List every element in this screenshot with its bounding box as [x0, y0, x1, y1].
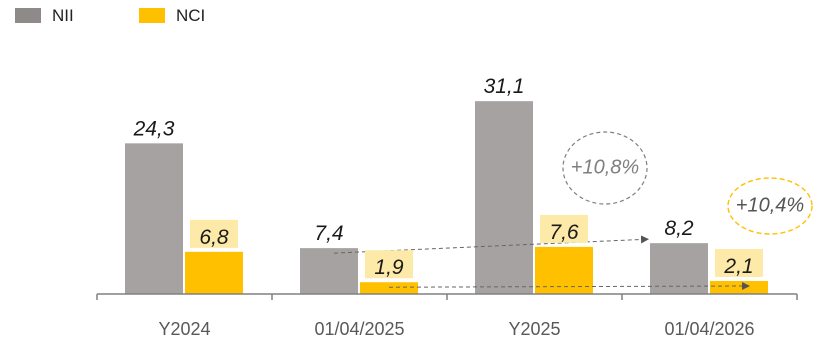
nci-growth-circle [727, 177, 813, 235]
x-tick-label-01-04-2025: 01/04/2025 [314, 319, 404, 339]
nii-growth-label: +10,8% [571, 156, 639, 178]
nci-growth-label: +10,4% [736, 194, 804, 216]
data-label-nii-y2025: 31,1 [484, 75, 525, 98]
bar-nii-y2025 [475, 101, 533, 295]
data-label-bg-nci-y2024 [190, 219, 238, 248]
nii-growth-circle [562, 131, 648, 205]
data-label-nci-y2025: 7,6 [549, 221, 579, 244]
data-label-bg-nci-y2025 [540, 214, 588, 243]
x-tick-label-y2024: Y2024 [158, 319, 210, 339]
legend-swatch-nii [15, 8, 41, 23]
bar-nii-01-04-2025 [300, 248, 358, 294]
data-label-nci-01-04-2026: 2,1 [723, 255, 753, 278]
bar-nci-01-04-2025 [360, 282, 418, 294]
data-label-bg-nci-01-04-2025 [365, 250, 413, 279]
data-label-bg-nci-01-04-2026 [715, 248, 763, 277]
data-label-nci-01-04-2025: 1,9 [374, 256, 404, 279]
legend-label-nii: NII [52, 6, 74, 25]
bar-nci-y2024 [185, 251, 243, 294]
data-label-nci-y2024: 6,8 [199, 226, 229, 249]
data-label-nii-y2024: 24,3 [133, 117, 175, 140]
bar-nci-01-04-2026 [710, 280, 768, 294]
legend-swatch-nci [139, 8, 165, 23]
legend-label-nci: NCI [176, 6, 206, 25]
data-label-nii-01-04-2025: 7,4 [314, 222, 343, 245]
x-tick-label-01-04-2026: 01/04/2026 [664, 319, 754, 339]
bar-nii-y2024 [125, 143, 183, 294]
x-tick-label-y2025: Y2025 [508, 319, 560, 339]
bar-nii-01-04-2026 [650, 243, 708, 294]
data-label-nii-01-04-2026: 8,2 [664, 217, 694, 240]
